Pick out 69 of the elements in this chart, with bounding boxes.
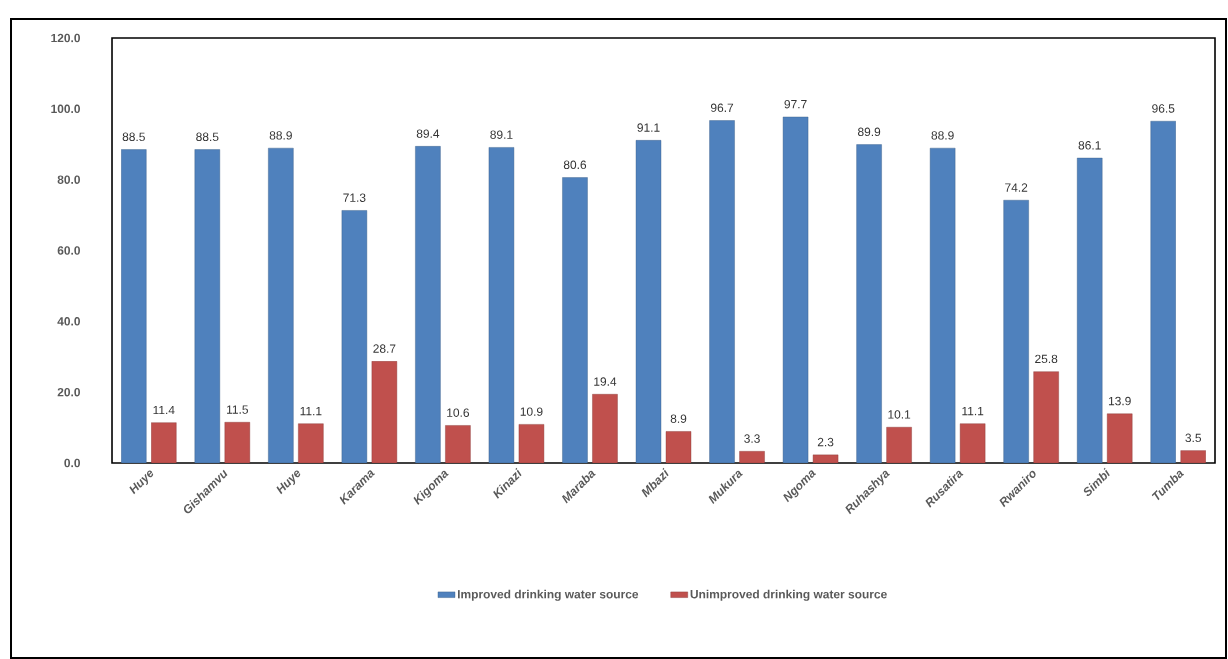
bar bbox=[959, 423, 986, 463]
data-label: 88.5 bbox=[196, 132, 219, 142]
data-label: 80.6 bbox=[563, 160, 587, 170]
bar bbox=[194, 149, 221, 463]
bar bbox=[1033, 371, 1059, 463]
bar bbox=[929, 147, 956, 463]
data-label: 19.4 bbox=[594, 377, 617, 386]
data-label: 91.1 bbox=[637, 123, 660, 132]
data-label: 88.5 bbox=[122, 132, 145, 142]
y-tick-label: 60.0 bbox=[57, 246, 80, 255]
data-label: 71.3 bbox=[343, 193, 366, 202]
bar bbox=[151, 422, 177, 463]
y-tick-label: 80.0 bbox=[57, 175, 80, 184]
bar bbox=[298, 423, 324, 463]
bar bbox=[592, 394, 618, 463]
bar bbox=[371, 361, 398, 463]
bar bbox=[1150, 121, 1176, 463]
data-label: 89.9 bbox=[857, 127, 881, 137]
data-label: 10.6 bbox=[447, 408, 470, 417]
data-label: 3.5 bbox=[1185, 433, 1202, 443]
data-label: 11.1 bbox=[300, 406, 322, 416]
bar bbox=[709, 120, 735, 463]
bar bbox=[518, 424, 545, 463]
bar bbox=[488, 147, 515, 463]
bar bbox=[341, 210, 368, 463]
data-label: 3.3 bbox=[744, 434, 760, 443]
bar bbox=[782, 116, 809, 463]
bar bbox=[1077, 157, 1103, 463]
bar bbox=[812, 454, 839, 463]
data-label: 28.7 bbox=[373, 344, 396, 353]
data-label: 88.9 bbox=[269, 131, 292, 140]
bar bbox=[739, 451, 765, 463]
data-label: 13.9 bbox=[1108, 396, 1131, 406]
bar bbox=[635, 140, 662, 463]
data-label: 11.5 bbox=[227, 405, 248, 414]
data-label: 8.9 bbox=[670, 414, 687, 423]
bar bbox=[856, 144, 882, 463]
data-label: 2.3 bbox=[817, 437, 834, 447]
data-label: 96.7 bbox=[710, 103, 734, 112]
y-tick-label: 120.0 bbox=[51, 33, 80, 43]
bar bbox=[121, 149, 147, 463]
bar bbox=[886, 427, 912, 463]
data-label: 10.1 bbox=[888, 410, 911, 419]
data-label: 25.8 bbox=[1035, 354, 1058, 364]
data-label: 86.1 bbox=[1078, 141, 1101, 150]
bar bbox=[224, 422, 251, 463]
data-label: 97.7 bbox=[784, 100, 807, 109]
y-tick-label: 0.0 bbox=[64, 458, 80, 468]
data-label: 89.4 bbox=[416, 129, 440, 138]
bar bbox=[268, 147, 294, 463]
data-label: 10.9 bbox=[520, 407, 543, 416]
data-label: 11.4 bbox=[153, 405, 175, 415]
y-tick-label: 40.0 bbox=[57, 317, 80, 326]
y-tick-label: 20.0 bbox=[57, 387, 80, 397]
data-label: 89.1 bbox=[490, 130, 513, 139]
data-label: 74.2 bbox=[1005, 183, 1028, 192]
bar bbox=[665, 431, 692, 463]
y-tick-label: 100.0 bbox=[51, 104, 80, 114]
legend-label: Unimproved drinking water source bbox=[690, 589, 887, 601]
data-label: 11.1 bbox=[962, 406, 984, 416]
bar bbox=[1003, 200, 1029, 463]
data-label: 96.5 bbox=[1152, 104, 1175, 113]
bar bbox=[445, 425, 471, 463]
legend-label: Improved drinking water source bbox=[457, 589, 639, 601]
data-label: 88.9 bbox=[931, 131, 954, 140]
bar bbox=[415, 146, 441, 463]
bar bbox=[1180, 450, 1206, 463]
bar bbox=[1107, 413, 1133, 463]
bar bbox=[562, 177, 588, 463]
